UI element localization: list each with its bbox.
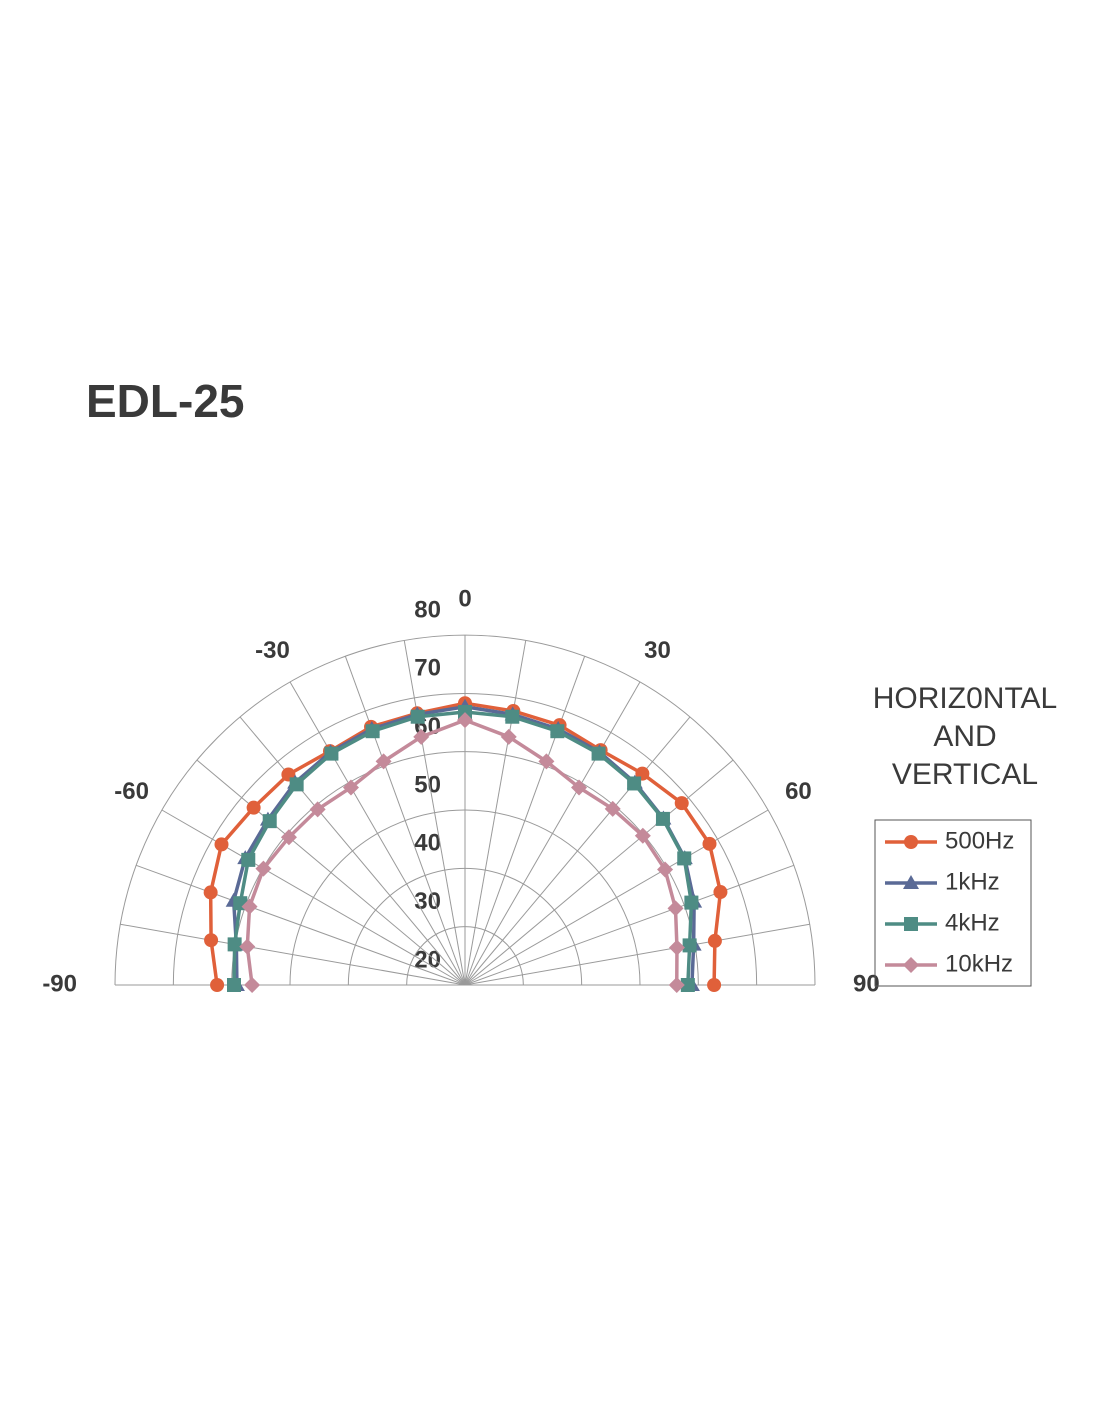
marker xyxy=(365,724,380,739)
marker xyxy=(203,885,218,900)
marker xyxy=(413,728,430,745)
legend-label: 1kHz xyxy=(945,868,1000,895)
theta-tick-label: -90 xyxy=(42,970,77,997)
marker xyxy=(342,779,359,796)
marker xyxy=(227,937,242,952)
theta-tick-label: 90 xyxy=(853,970,880,997)
grid-spoke xyxy=(464,864,795,986)
theta-tick-label: -60 xyxy=(114,778,149,805)
marker xyxy=(280,829,297,846)
marker xyxy=(668,939,685,956)
marker xyxy=(707,933,722,948)
marker xyxy=(538,753,555,770)
legend-label: 10kHz xyxy=(945,950,1013,977)
theta-tick-label: 0 xyxy=(458,585,471,612)
r-tick-label: 80 xyxy=(414,596,441,623)
marker xyxy=(239,938,256,955)
series-line xyxy=(208,701,723,986)
marker xyxy=(682,938,697,953)
grid-spoke xyxy=(464,809,769,986)
marker xyxy=(500,728,517,745)
marker xyxy=(571,779,588,796)
marker xyxy=(904,835,918,849)
marker xyxy=(255,860,272,877)
grid-spoke xyxy=(464,716,691,986)
legend-box xyxy=(874,819,1032,987)
marker xyxy=(903,875,919,889)
theta-tick-label: -30 xyxy=(255,637,290,664)
marker xyxy=(904,917,918,931)
marker xyxy=(634,827,651,844)
grid-spoke xyxy=(120,923,466,986)
marker xyxy=(903,957,919,973)
marker xyxy=(244,977,261,993)
marker xyxy=(655,811,670,826)
marker xyxy=(458,705,472,719)
marker xyxy=(680,978,695,992)
legend-title: AND xyxy=(933,720,996,753)
legend-label: 4kHz xyxy=(945,909,1000,936)
marker xyxy=(324,746,339,761)
marker xyxy=(627,776,642,791)
marker xyxy=(246,800,261,815)
legend-title: VERTICAL xyxy=(892,758,1038,791)
theta-tick-label: 60 xyxy=(785,778,812,805)
marker xyxy=(550,724,565,739)
marker xyxy=(591,746,606,761)
marker xyxy=(204,933,219,948)
marker xyxy=(674,796,689,811)
marker xyxy=(505,709,520,724)
marker xyxy=(713,885,728,900)
marker xyxy=(668,977,685,993)
grid-spoke xyxy=(344,655,466,986)
chart-title: EDL-25 xyxy=(86,375,244,427)
grid-spoke xyxy=(464,681,641,986)
marker xyxy=(604,800,621,817)
grid-spoke xyxy=(464,655,586,986)
marker xyxy=(262,814,277,829)
marker xyxy=(684,895,699,910)
legend-label: 500Hz xyxy=(945,827,1014,854)
marker xyxy=(309,801,326,818)
grid-spoke xyxy=(289,681,466,986)
grid-spoke xyxy=(464,923,810,986)
marker xyxy=(214,837,229,852)
marker xyxy=(241,852,256,867)
marker xyxy=(707,978,722,992)
theta-tick-label: 30 xyxy=(644,637,671,664)
marker xyxy=(657,861,674,878)
marker xyxy=(375,753,392,770)
r-tick-label: 30 xyxy=(414,888,441,915)
marker xyxy=(702,836,717,851)
marker xyxy=(241,898,258,915)
marker xyxy=(227,978,241,992)
marker xyxy=(667,900,684,917)
grid-spoke xyxy=(161,809,466,986)
legend-title: HORIZ0NTAL xyxy=(873,682,1057,715)
marker xyxy=(289,777,304,792)
grid-spoke xyxy=(135,864,466,986)
marker xyxy=(210,978,225,992)
grid-spoke xyxy=(196,759,466,986)
marker xyxy=(457,712,473,729)
marker xyxy=(410,709,425,724)
grid-spoke xyxy=(464,759,734,986)
r-tick-label: 40 xyxy=(414,830,441,857)
grid-spoke xyxy=(239,716,466,986)
series-line xyxy=(231,704,696,986)
marker xyxy=(677,851,692,866)
grid-spoke xyxy=(464,640,527,986)
grid-spoke xyxy=(403,640,466,986)
r-tick-label: 70 xyxy=(414,655,441,682)
